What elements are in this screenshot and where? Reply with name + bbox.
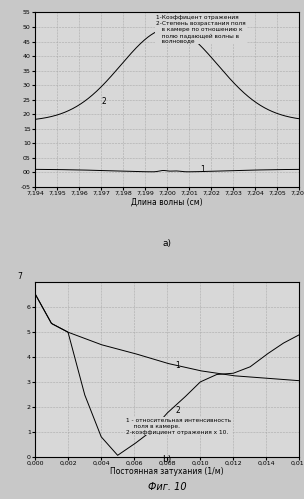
Text: а): а): [163, 239, 172, 248]
Text: Фиг. 10: Фиг. 10: [148, 482, 187, 492]
Text: 1: 1: [200, 165, 205, 174]
Text: 1-Коэффицент отражения
2-Степень возрастания поля
   в камере по отношению к
   : 1-Коэффицент отражения 2-Степень возраст…: [156, 15, 246, 43]
Text: 7: 7: [17, 272, 22, 281]
Text: b): b): [163, 455, 172, 464]
Text: 1 - относительная интенсивность
    поля в камере.
2-коэффициент отражения х 10.: 1 - относительная интенсивность поля в к…: [126, 418, 231, 435]
Text: 2: 2: [175, 406, 180, 415]
Text: 2: 2: [101, 96, 106, 105]
X-axis label: Длина волны (см): Длина волны (см): [131, 197, 203, 206]
X-axis label: Постоянная затухания (1/м): Постоянная затухания (1/м): [110, 467, 224, 476]
Text: 1: 1: [175, 361, 180, 370]
